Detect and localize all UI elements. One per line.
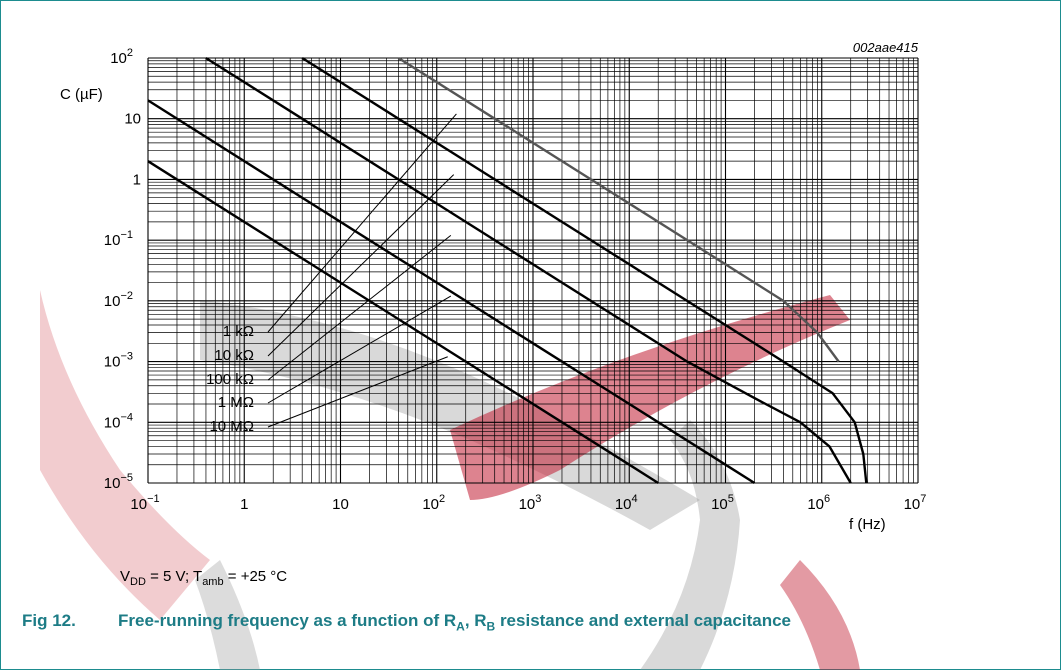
conditions-vdd-sub: DD (130, 576, 146, 588)
conditions-t-sub: amb (202, 576, 224, 588)
x-tick-label: 106 (807, 493, 830, 513)
conditions-vdd: V (120, 568, 131, 585)
annotation-label: 10 MΩ (209, 418, 254, 435)
x-tick-label: 1 (240, 496, 248, 513)
annotations: 1 kΩ 10 kΩ 100 kΩ 1 MΩ 10 MΩ (206, 113, 457, 435)
y-tick-label: 10−5 (104, 472, 133, 492)
caption-text-a: Free-running frequency as a function of … (118, 611, 457, 630)
caption-sub-b: B (486, 619, 496, 634)
annotation-leader (267, 295, 452, 404)
x-tick-label: 105 (711, 493, 734, 513)
series-line (397, 56, 840, 363)
annotation-leader (267, 356, 448, 428)
y-tick-label: 10−4 (104, 411, 133, 431)
x-tick-label: 104 (615, 493, 638, 513)
caption-text-c: resistance and external capacitance (495, 611, 791, 630)
series-line (147, 160, 659, 485)
grid-major (147, 57, 919, 484)
caption-number: Fig 12. (22, 611, 76, 630)
conditions-vdd-value: = 5 V; T (145, 568, 203, 585)
y-axis-label: C (µF) (60, 86, 103, 103)
caption-text-b: , R (464, 611, 487, 630)
y-tick-label: 10 (124, 111, 141, 128)
annotation-leader (267, 113, 457, 333)
y-tick-label: 10−2 (104, 290, 133, 310)
conditions-t-value: = +25 °C (223, 568, 288, 585)
y-tick-label: 1 (133, 171, 141, 188)
conditions: VDD = 5 V; Tamb = +25 °C (120, 568, 287, 588)
annotation-label: 10 kΩ (214, 347, 254, 364)
figure-code: 002aae415 (853, 40, 919, 55)
x-tick-label: 10−1 (130, 493, 159, 513)
annotation-leader (267, 234, 452, 381)
y-tick-label: 10−3 (104, 351, 133, 371)
caption-text: Free-running frequency as a function of … (118, 609, 948, 638)
series-line (205, 56, 852, 484)
annotation-label: 1 kΩ (223, 323, 254, 340)
annotation-label: 100 kΩ (206, 371, 254, 388)
x-tick-label: 107 (904, 493, 927, 513)
series-line (301, 56, 868, 484)
series-line (147, 99, 756, 485)
annotation-leader (267, 174, 455, 357)
figure-caption: Fig 12. Free-running frequency as a func… (22, 609, 1022, 633)
x-tick-label: 10 (332, 496, 349, 513)
annotation-label: 1 MΩ (218, 394, 254, 411)
series-lines (147, 56, 868, 485)
caption-sub-a: A (456, 619, 465, 634)
x-tick-labels: 10−1 1 10 102 103 104 105 106 107 (130, 493, 926, 513)
y-tick-labels: 10−5 10−4 10−3 10−2 10−1 1 10 102 (104, 47, 141, 492)
y-tick-label: 10−1 (104, 229, 133, 249)
x-tick-label: 103 (519, 493, 542, 513)
x-tick-label: 102 (422, 493, 445, 513)
y-tick-label: 102 (110, 47, 133, 67)
x-axis-label: f (Hz) (849, 516, 886, 533)
